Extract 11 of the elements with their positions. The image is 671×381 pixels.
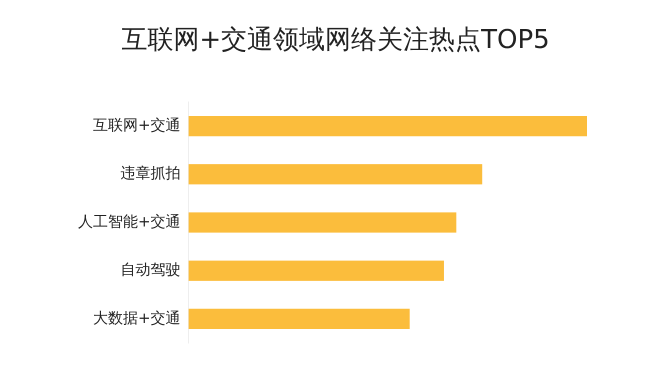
bar: [188, 116, 587, 136]
bar: [188, 308, 410, 330]
bar: [188, 212, 456, 233]
y-tick-label: 互联网+交通: [92, 116, 181, 134]
y-tick-label: 大数据+交通: [92, 308, 181, 327]
y-tick-label: 人工智能+交通: [78, 212, 181, 230]
chart-title: 互联网+交通领域网络关注热点TOP5: [120, 24, 551, 57]
bar: [188, 164, 482, 184]
bar: [188, 260, 444, 281]
y-tick-label: 自动驾驶: [120, 260, 181, 279]
y-tick-label: 违章抓拍: [120, 164, 181, 182]
